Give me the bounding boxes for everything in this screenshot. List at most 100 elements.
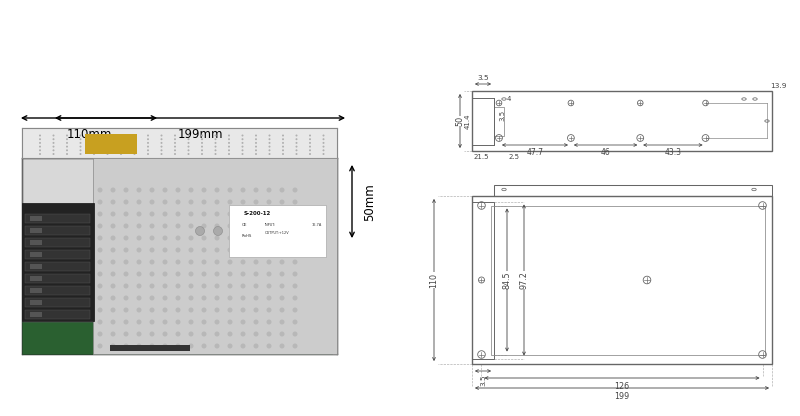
Circle shape	[175, 248, 181, 253]
Bar	[472, 97, 494, 144]
Circle shape	[279, 295, 285, 300]
Text: S-200-12: S-200-12	[243, 211, 270, 216]
Circle shape	[227, 248, 233, 253]
Circle shape	[123, 332, 129, 337]
Text: 50mm: 50mm	[363, 183, 376, 221]
Circle shape	[189, 223, 194, 228]
Bar	[25, 282, 33, 288]
Circle shape	[147, 153, 149, 155]
Circle shape	[161, 149, 162, 151]
Circle shape	[282, 153, 284, 155]
Circle shape	[242, 138, 243, 140]
Circle shape	[93, 138, 95, 140]
Circle shape	[147, 149, 149, 151]
Circle shape	[189, 211, 194, 216]
Bar	[25, 238, 90, 247]
Text: 110: 110	[430, 272, 438, 287]
Circle shape	[279, 332, 285, 337]
Circle shape	[254, 332, 258, 337]
Bar	[491, 206, 765, 354]
Circle shape	[175, 188, 181, 193]
Circle shape	[254, 295, 258, 300]
Circle shape	[214, 248, 219, 253]
Circle shape	[254, 188, 258, 193]
Circle shape	[134, 149, 135, 151]
Circle shape	[150, 200, 154, 205]
Circle shape	[93, 149, 95, 151]
Circle shape	[189, 272, 194, 277]
Circle shape	[266, 211, 271, 216]
Circle shape	[174, 146, 176, 148]
Circle shape	[189, 188, 194, 193]
Circle shape	[53, 146, 54, 148]
Circle shape	[228, 149, 230, 151]
Circle shape	[39, 146, 41, 148]
Circle shape	[175, 223, 181, 228]
Circle shape	[214, 344, 219, 349]
Circle shape	[110, 319, 115, 324]
Bar	[25, 274, 90, 283]
Circle shape	[106, 146, 109, 148]
Circle shape	[201, 153, 203, 155]
Bar	[30, 263, 42, 269]
Circle shape	[269, 146, 270, 148]
Circle shape	[137, 211, 142, 216]
Circle shape	[187, 146, 190, 148]
Circle shape	[134, 142, 135, 144]
Bar	[93, 158, 337, 354]
Circle shape	[175, 211, 181, 216]
Circle shape	[293, 272, 298, 277]
Polygon shape	[22, 128, 337, 158]
Circle shape	[293, 211, 298, 216]
Circle shape	[110, 200, 115, 205]
Circle shape	[187, 134, 190, 136]
Text: 13.9: 13.9	[770, 83, 786, 89]
Bar	[25, 310, 90, 319]
Circle shape	[162, 211, 167, 216]
Circle shape	[93, 153, 95, 155]
Circle shape	[175, 260, 181, 265]
Circle shape	[137, 319, 142, 324]
Circle shape	[98, 332, 102, 337]
Text: RoHS: RoHS	[242, 234, 252, 238]
Circle shape	[202, 248, 206, 253]
Bar	[30, 228, 42, 233]
Circle shape	[66, 142, 68, 144]
Circle shape	[110, 295, 115, 300]
Circle shape	[175, 272, 181, 277]
Circle shape	[162, 319, 167, 324]
Circle shape	[147, 146, 149, 148]
Circle shape	[227, 188, 233, 193]
Circle shape	[150, 319, 154, 324]
Circle shape	[110, 188, 115, 193]
Bar	[25, 232, 33, 238]
Bar	[25, 250, 90, 259]
Circle shape	[214, 188, 219, 193]
Circle shape	[150, 248, 154, 253]
Circle shape	[202, 260, 206, 265]
Circle shape	[137, 332, 142, 337]
Circle shape	[123, 295, 129, 300]
Circle shape	[187, 142, 190, 144]
Circle shape	[254, 211, 258, 216]
Circle shape	[162, 223, 167, 228]
Circle shape	[214, 272, 219, 277]
Circle shape	[279, 260, 285, 265]
Circle shape	[98, 295, 102, 300]
Circle shape	[266, 248, 271, 253]
Circle shape	[241, 319, 246, 324]
Circle shape	[293, 260, 298, 265]
Text: 126: 126	[614, 382, 630, 391]
Text: 199: 199	[614, 392, 630, 401]
Circle shape	[269, 138, 270, 140]
Circle shape	[174, 142, 176, 144]
Text: OUTPUT:+12V: OUTPUT:+12V	[265, 231, 290, 235]
Circle shape	[162, 188, 167, 193]
Circle shape	[322, 138, 325, 140]
Circle shape	[123, 283, 129, 289]
Text: 97.2: 97.2	[519, 271, 529, 289]
Circle shape	[137, 248, 142, 253]
Circle shape	[266, 319, 271, 324]
Circle shape	[266, 235, 271, 240]
Bar	[25, 226, 90, 235]
